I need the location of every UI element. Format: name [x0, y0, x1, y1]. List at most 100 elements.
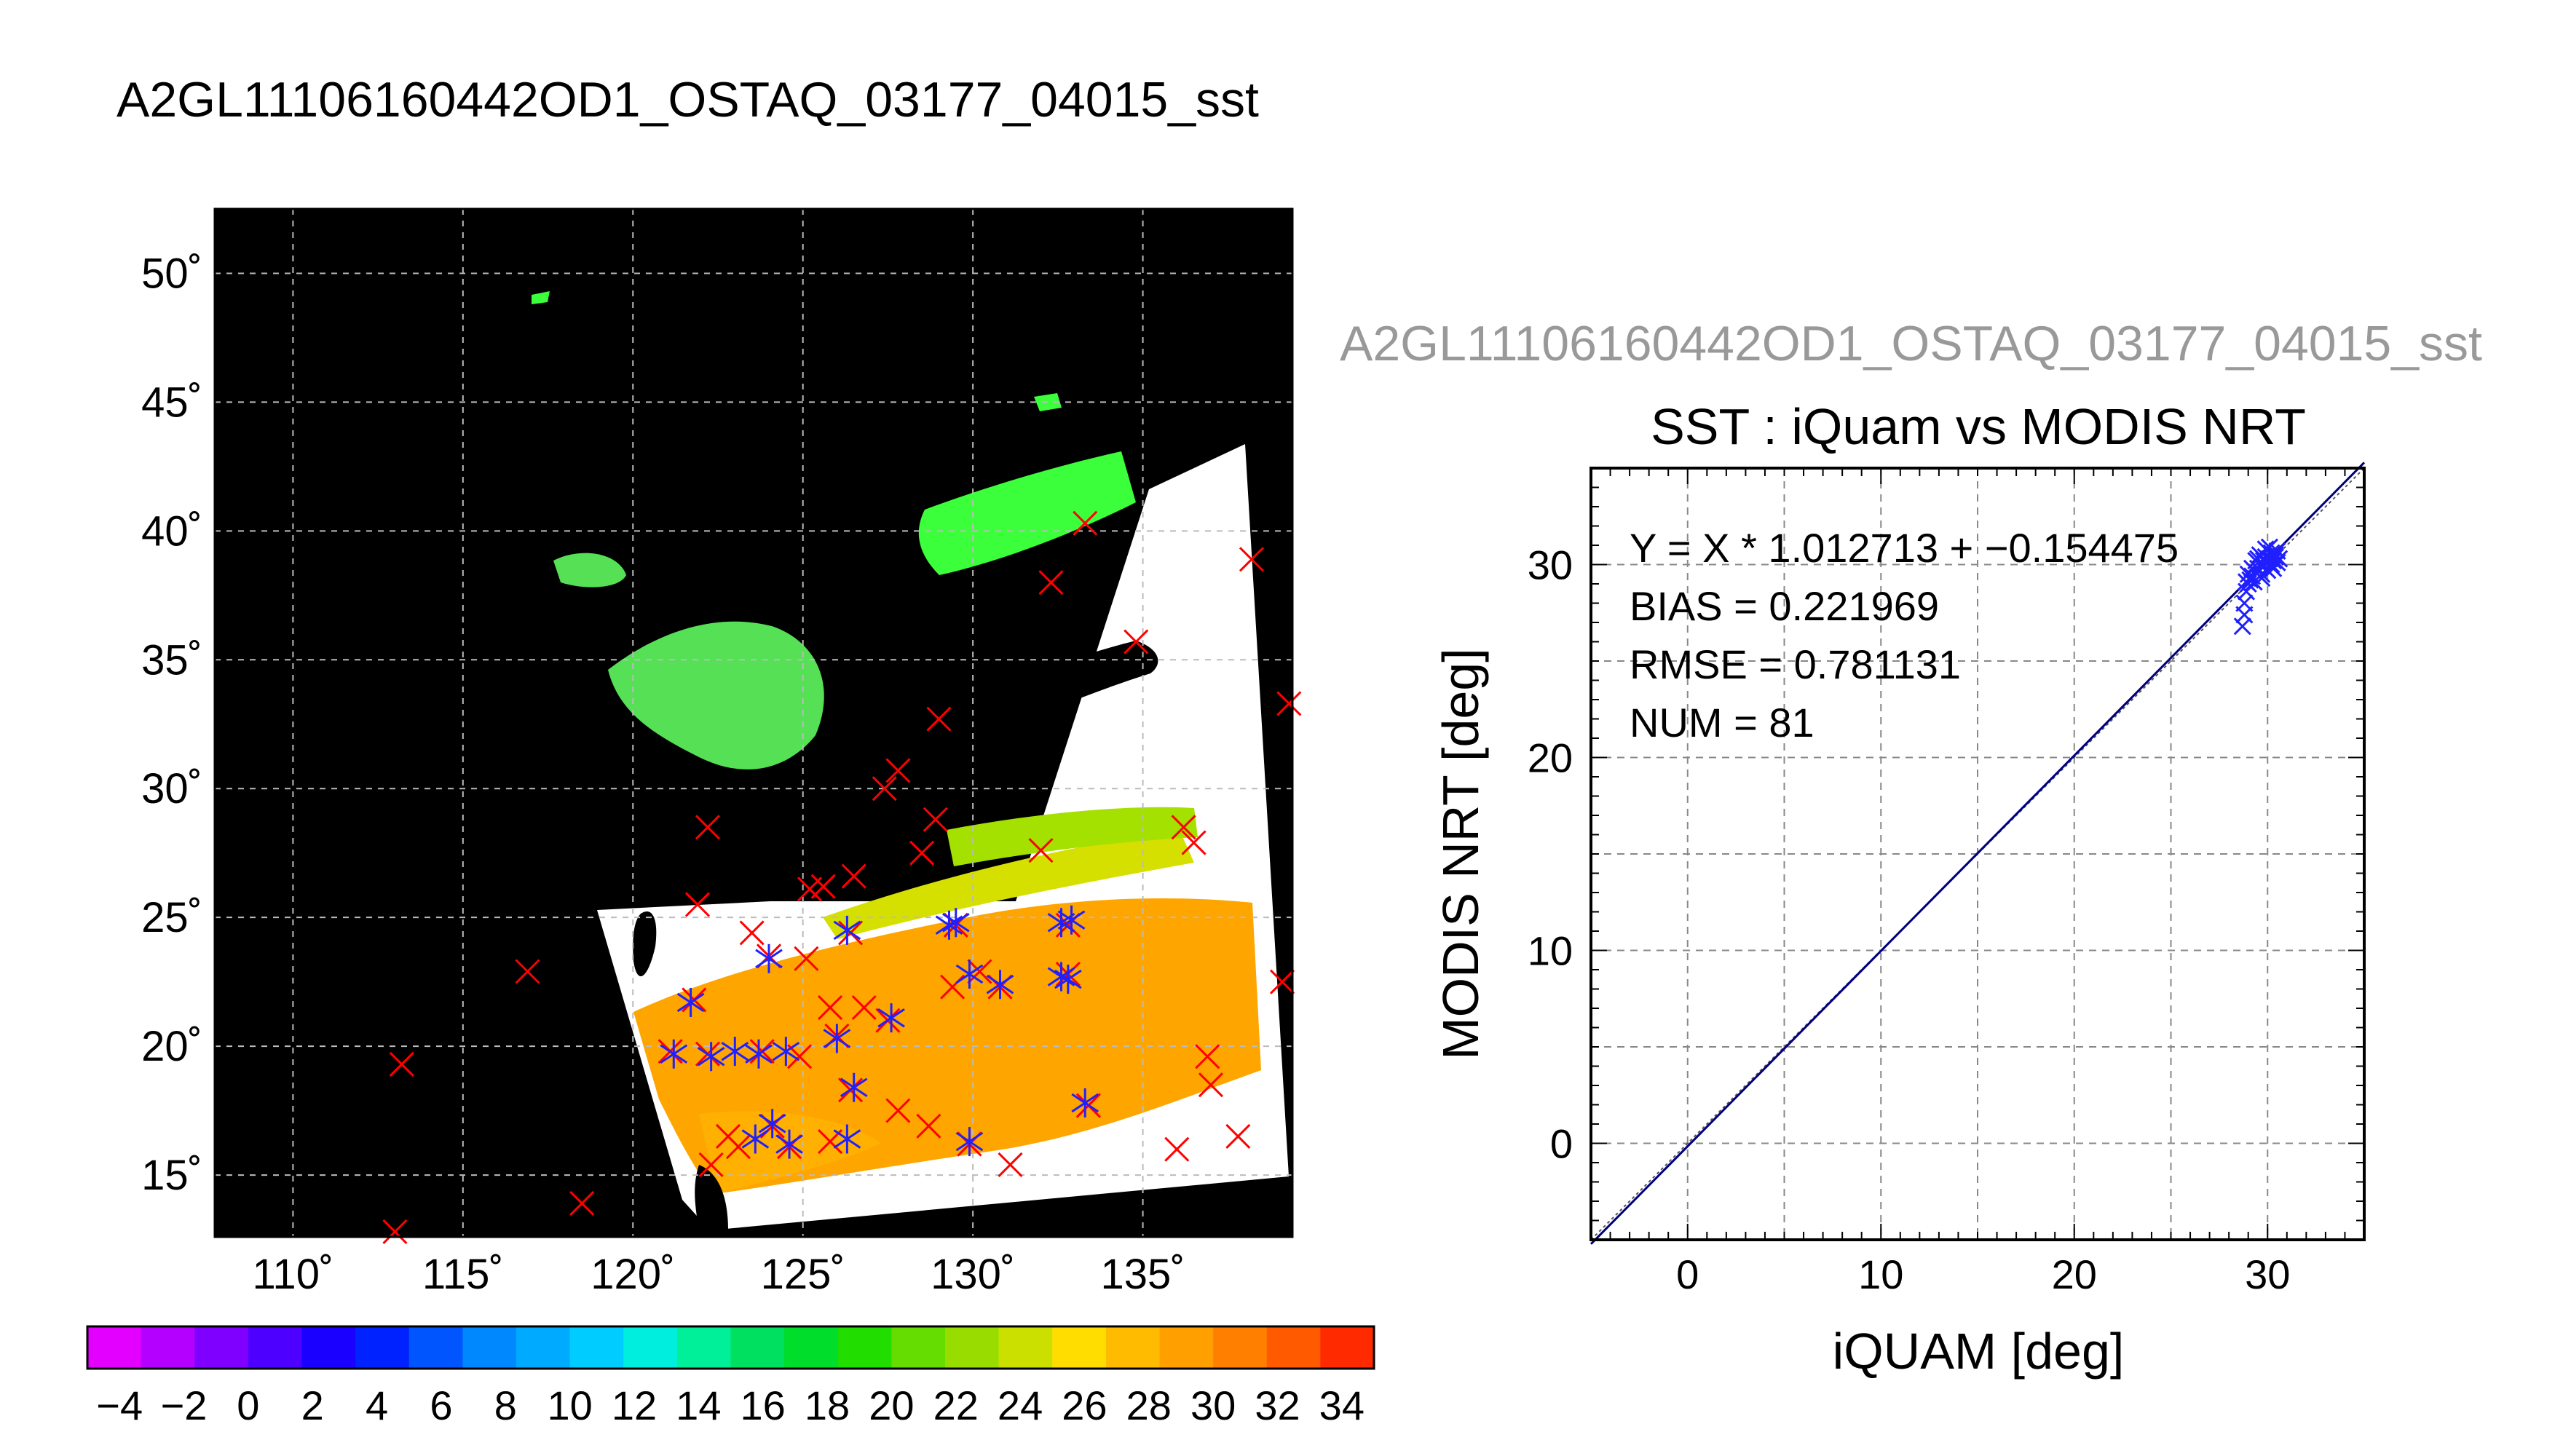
colorbar-tick-label: 20	[869, 1382, 914, 1428]
iquam-marker-stroke	[851, 994, 877, 1021]
iquam-marker	[695, 815, 721, 840]
iquam-marker	[698, 1152, 724, 1177]
matched-marker-stroke	[833, 920, 861, 941]
map-lon-tick-label: 125˚	[761, 1251, 845, 1298]
matched-marker	[1071, 1088, 1099, 1117]
scatter-point-stroke	[2256, 540, 2275, 558]
map-lon-tick-label: 120˚	[591, 1251, 675, 1298]
matched-marker-stroke	[758, 1114, 786, 1133]
matched-marker-stroke	[833, 1129, 861, 1149]
scatter-title: SST : iQuam vs MODIS NRT	[1651, 398, 2306, 455]
scatter-point	[2248, 550, 2267, 568]
iquam-marker-stroke	[1038, 570, 1064, 596]
scatter-x-tick-label: 0	[1676, 1251, 1699, 1297]
matched-marker	[840, 1072, 868, 1102]
matched-marker	[775, 1129, 803, 1159]
sst-bohai	[553, 553, 626, 587]
colorbar-bin	[141, 1326, 195, 1369]
matched-marker-stroke	[1047, 967, 1075, 986]
colorbar-bin	[516, 1326, 571, 1369]
iquam-marker	[967, 959, 992, 984]
scatter-x-tick-label: 30	[2245, 1251, 2290, 1297]
iquam-marker-stroke	[515, 959, 540, 984]
map-lat-tick-label: 25˚	[141, 894, 202, 941]
map-gridlines	[215, 209, 1292, 1237]
iquam-marker	[515, 959, 540, 984]
scatter-stats: Y = X * 1.012713 + −0.154475 BIAS = 0.22…	[1630, 525, 2179, 745]
swath-green-band	[947, 807, 1198, 866]
iquam-marker	[926, 706, 952, 732]
iquam-marker	[1038, 570, 1064, 596]
scatter-point-stroke	[2241, 571, 2259, 589]
land-taiwan	[633, 911, 657, 977]
map-lat-tick-label: 15˚	[141, 1152, 202, 1199]
colorbar-bin	[87, 1326, 142, 1369]
stat-num: NUM = 81	[1630, 700, 1814, 745]
iquam-marker-stroke	[1225, 1123, 1251, 1150]
matched-marker-stroke	[721, 1041, 749, 1061]
iquam-marker	[810, 874, 836, 899]
scatter-y-tick-label: 0	[1550, 1121, 1573, 1167]
iquam-marker-stroke	[923, 807, 948, 832]
scatter-x-tick-label: 10	[1858, 1251, 1903, 1297]
iquam-marker-stroke	[389, 1051, 414, 1077]
scatter-y-tick-label: 10	[1528, 928, 1573, 974]
colorbar-bin	[462, 1326, 517, 1369]
land-philippines	[695, 1165, 728, 1230]
swath-yellow-band	[823, 830, 1194, 939]
iquam-marker	[1073, 510, 1098, 536]
matched-marker	[823, 1024, 851, 1053]
colorbar-bins	[87, 1326, 1375, 1369]
matched-marker-stroke	[1071, 1093, 1099, 1113]
iquam-marker	[885, 758, 911, 783]
matched-marker	[660, 1039, 688, 1069]
colorbar-tick-label: 32	[1255, 1382, 1300, 1428]
sst-north-small	[532, 291, 550, 304]
stat-rmse: RMSE = 0.781131	[1630, 641, 1961, 687]
land-china-coast	[215, 209, 728, 910]
colorbar-bin	[1052, 1326, 1107, 1369]
iquam-marker	[998, 1152, 1023, 1177]
scatter-point-stroke	[2237, 573, 2256, 591]
stat-bias: BIAS = 0.221969	[1630, 583, 1939, 629]
map-lon-tick-label: 135˚	[1101, 1251, 1185, 1298]
map-lat-tick-label: 20˚	[141, 1023, 202, 1070]
iquam-marker-stroke	[967, 959, 992, 984]
scatter-point-stroke	[2253, 569, 2271, 587]
matched-marker-stroke	[772, 1041, 800, 1061]
colorbar-bin	[676, 1326, 731, 1369]
matched-marker-stroke	[823, 1029, 851, 1048]
matched-marker	[1047, 962, 1075, 992]
land-masses	[215, 209, 1158, 1230]
matched-marker	[758, 1109, 786, 1139]
colorbar-bin	[1320, 1326, 1375, 1369]
colorbar-bin	[569, 1326, 624, 1369]
map-lat-tick-label: 30˚	[141, 765, 202, 812]
scatter-point-stroke	[2270, 550, 2289, 568]
colorbar-tick-label: 12	[612, 1382, 657, 1428]
matched-marker-stroke	[935, 915, 963, 935]
iquam-marker	[1198, 1072, 1224, 1098]
matched-marker-stroke	[986, 974, 1014, 994]
colorbar-frame	[86, 1325, 1375, 1370]
matched-marker	[1057, 905, 1086, 935]
iquam-marker-stroke	[1195, 1044, 1220, 1069]
scatter-y-tick-label: 30	[1528, 542, 1573, 588]
iquam-marker	[684, 892, 711, 917]
colorbar-bin	[784, 1326, 839, 1369]
colorbar-bin	[194, 1326, 249, 1369]
colorbar-bin	[623, 1326, 678, 1369]
iquam-marker	[382, 1219, 408, 1244]
iquam-marker-stroke	[715, 1123, 741, 1150]
sst-yellow-sea	[608, 621, 824, 769]
iquam-marker	[715, 1123, 741, 1150]
matched-marker	[741, 1124, 770, 1154]
northern-sst-patches	[532, 291, 1136, 769]
scatter-frame	[1590, 467, 2366, 1241]
scatter-point	[2266, 547, 2284, 566]
scatter-panel: A2GL11106160442OD1_OSTAQ_03177_04015_sst…	[1340, 316, 2482, 1380]
iquam-marker-stroke	[1239, 547, 1265, 572]
scatter-point	[2253, 569, 2271, 587]
matched-marker-stroke	[1057, 910, 1086, 930]
colorbar-tick-labels: −4 −2 0 2 4 6 8 10 12 14 16 18 20 22 24 26 28 30 32 34	[96, 1382, 1365, 1428]
